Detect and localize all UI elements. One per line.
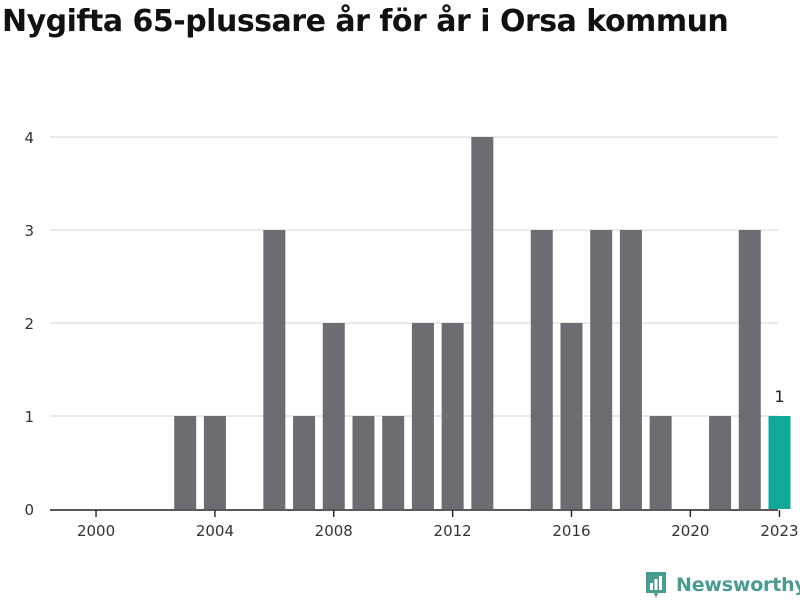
- data-label: 1: [774, 387, 784, 406]
- x-tick-label: 2012: [434, 522, 472, 540]
- bar-2010: [382, 416, 405, 509]
- chart-title: Nygifta 65-plussare år för år i Orsa kom…: [2, 4, 729, 39]
- bar-2008: [322, 323, 345, 509]
- bar-2023: [768, 416, 791, 509]
- y-tick-label: 3: [24, 222, 34, 240]
- bar-2013: [471, 137, 494, 509]
- y-tick-label: 4: [24, 129, 34, 147]
- brand-name: Newsworthy: [676, 574, 800, 596]
- bars: [174, 137, 791, 509]
- bar-2016: [560, 323, 583, 509]
- x-axis-ticks: 2000 2004 2008 2012 2016 2020 2023: [50, 509, 799, 540]
- x-tick-label: 2004: [196, 522, 234, 540]
- bar-2022: [738, 230, 761, 509]
- bar-2019: [649, 416, 672, 509]
- bar-2009: [352, 416, 375, 509]
- y-axis-ticks: 0 1 2 3 4: [24, 129, 34, 519]
- bar-2012: [441, 323, 464, 509]
- bar-2017: [590, 230, 613, 509]
- x-tick-label: 2008: [315, 522, 353, 540]
- newsworthy-logo: Newsworthy: [644, 569, 800, 600]
- x-tick-label: 2000: [77, 522, 115, 540]
- x-tick-label: 2016: [552, 522, 590, 540]
- bar-2015: [530, 230, 553, 509]
- data-labels: 1: [774, 387, 784, 406]
- bar-2006: [263, 230, 286, 509]
- y-tick-label: 0: [24, 501, 34, 519]
- x-tick-label: 2023: [760, 522, 798, 540]
- bar-2003: [174, 416, 197, 509]
- bar-2007: [293, 416, 316, 509]
- y-tick-label: 1: [24, 408, 34, 426]
- x-tick-label: 2020: [671, 522, 709, 540]
- bar-2011: [411, 323, 434, 509]
- newsworthy-chart-icon: [646, 572, 666, 598]
- y-tick-label: 2: [24, 315, 34, 333]
- bar-2004: [203, 416, 226, 509]
- bar-2021: [709, 416, 732, 509]
- bar-2018: [619, 230, 642, 509]
